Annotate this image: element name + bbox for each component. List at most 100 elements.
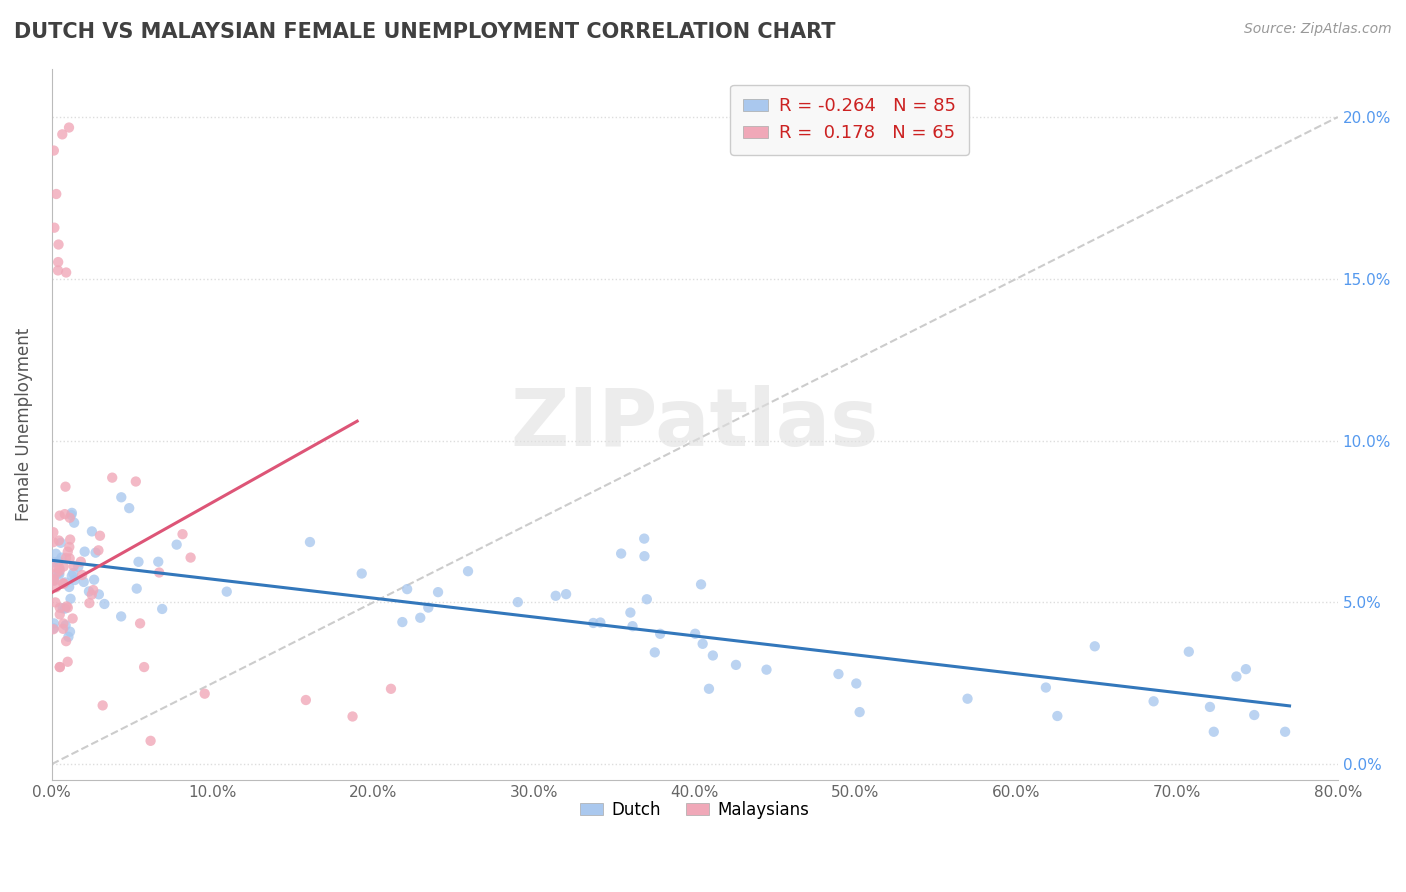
Point [555,587,578,601]
Point [56,655,79,669]
Point [55,618,77,632]
Point [67,559,90,574]
Point [409,611,432,625]
Point [956,691,979,706]
Point [62,611,84,625]
Point [298,535,321,549]
Point [48,237,70,252]
Point [42,535,65,549]
Point [848,705,870,719]
Point [148,566,170,580]
Point [58,630,80,644]
Point [619,606,641,620]
Point [636,592,658,607]
Point [427,585,450,599]
Point [48,533,70,548]
Point [125,582,148,596]
Point [697,681,720,696]
Point [48,508,70,523]
Point [418,600,440,615]
Point [702,648,724,663]
Point [53,507,76,521]
Point [134,660,156,674]
Point [118,501,141,516]
Point [42,622,65,636]
Point [51,128,73,142]
Point [827,667,849,681]
Point [73,544,96,558]
Point [55,480,77,494]
Point [48,566,70,581]
Point [544,589,567,603]
Point [46,263,69,277]
Point [1202,724,1225,739]
Point [84,546,107,560]
Point [62,566,84,580]
Point [80,588,103,602]
Point [63,573,86,587]
Point [48,561,70,575]
Point [52,616,75,631]
Point [295,693,318,707]
Point [582,615,605,630]
Point [55,599,77,614]
Point [1234,662,1257,676]
Point [42,555,65,569]
Point [89,529,111,543]
Point [55,551,77,566]
Point [56,544,79,558]
Point [1225,669,1247,683]
Point [148,555,170,569]
Legend: Dutch, Malaysians: Dutch, Malaysians [574,794,817,825]
Point [350,566,373,581]
Point [724,657,747,672]
Point [42,560,65,574]
Point [42,144,65,158]
Point [69,555,91,569]
Point [46,255,69,269]
Point [110,609,132,624]
Point [49,607,72,622]
Point [44,595,66,609]
Point [101,470,124,484]
Point [49,600,72,615]
Point [128,555,150,569]
Point [60,506,83,520]
Point [59,510,82,524]
Point [44,574,66,588]
Point [215,584,238,599]
Text: ZIPatlas: ZIPatlas [510,385,879,464]
Point [1046,709,1069,723]
Point [93,597,115,611]
Point [391,615,413,629]
Point [83,573,105,587]
Point [180,550,202,565]
Point [51,550,73,565]
Point [42,525,65,540]
Point [58,540,80,554]
Text: Source: ZipAtlas.com: Source: ZipAtlas.com [1244,22,1392,37]
Point [1199,700,1222,714]
Point [1243,708,1265,723]
Point [1178,645,1201,659]
Point [692,637,714,651]
Point [52,601,75,615]
Point [506,595,529,609]
Point [55,634,77,648]
Point [342,709,364,723]
Point [58,120,80,135]
Text: DUTCH VS MALAYSIAN FEMALE UNEMPLOYMENT CORRELATION CHART: DUTCH VS MALAYSIAN FEMALE UNEMPLOYMENT C… [14,22,835,42]
Point [380,681,402,696]
Point [55,265,77,279]
Point [82,583,104,598]
Point [52,622,75,636]
Point [49,660,72,674]
Point [52,576,75,591]
Point [63,516,86,530]
Point [610,547,633,561]
Point [59,551,82,566]
Point [48,554,70,568]
Point [621,619,644,633]
Point [129,616,152,631]
Point [166,538,188,552]
